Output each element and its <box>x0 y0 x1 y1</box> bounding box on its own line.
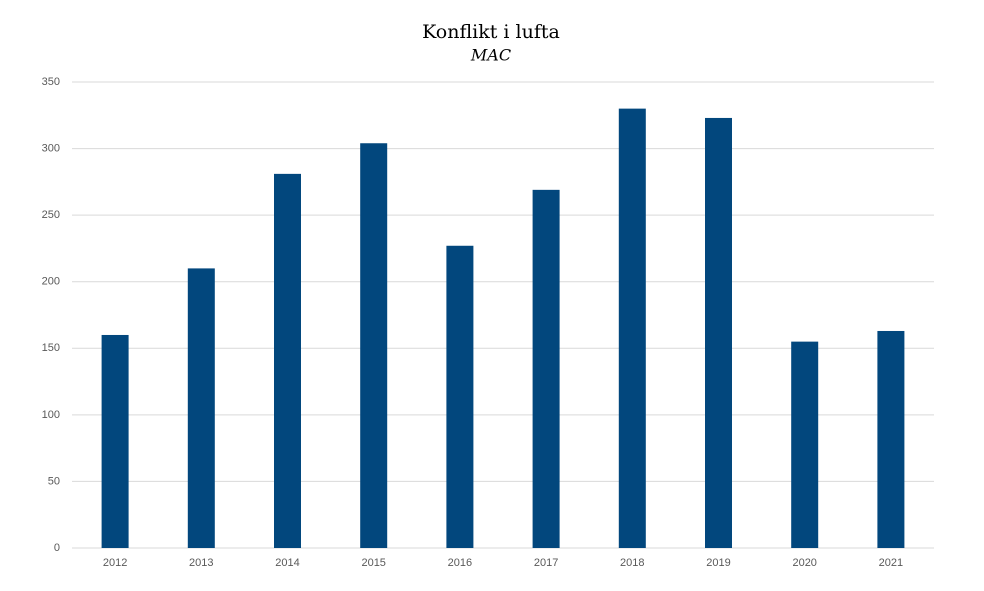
bar <box>187 268 215 548</box>
x-tick-label: 2018 <box>620 557 644 569</box>
x-tick-label: 2016 <box>448 557 472 569</box>
y-tick-label: 50 <box>48 475 60 487</box>
bar <box>274 173 301 548</box>
bar <box>705 117 732 548</box>
chart-subtitle: MAC <box>470 46 511 65</box>
x-tick-label: 2019 <box>706 557 730 569</box>
bar <box>446 245 474 548</box>
x-tick-label: 2012 <box>103 557 127 569</box>
x-tick-label: 2020 <box>792 557 816 569</box>
y-tick-label: 350 <box>42 76 60 88</box>
y-tick-label: 0 <box>54 542 60 554</box>
y-tick-label: 200 <box>42 276 60 288</box>
bar <box>618 108 646 548</box>
chart-title: Konflikt i lufta <box>422 21 560 43</box>
bar <box>877 330 905 548</box>
x-tick-label: 2015 <box>361 557 385 569</box>
x-tick-label: 2013 <box>189 557 213 569</box>
x-tick-label: 2021 <box>879 557 903 569</box>
x-tick-label: 2014 <box>275 557 299 569</box>
bar <box>791 341 819 548</box>
y-tick-label: 150 <box>42 342 60 354</box>
x-tick-label: 2017 <box>534 557 558 569</box>
bar <box>101 334 129 548</box>
bar <box>532 189 560 549</box>
y-tick-label: 300 <box>42 142 60 154</box>
bar <box>360 143 388 548</box>
y-tick-label: 100 <box>42 409 60 421</box>
y-tick-label: 250 <box>42 209 60 221</box>
